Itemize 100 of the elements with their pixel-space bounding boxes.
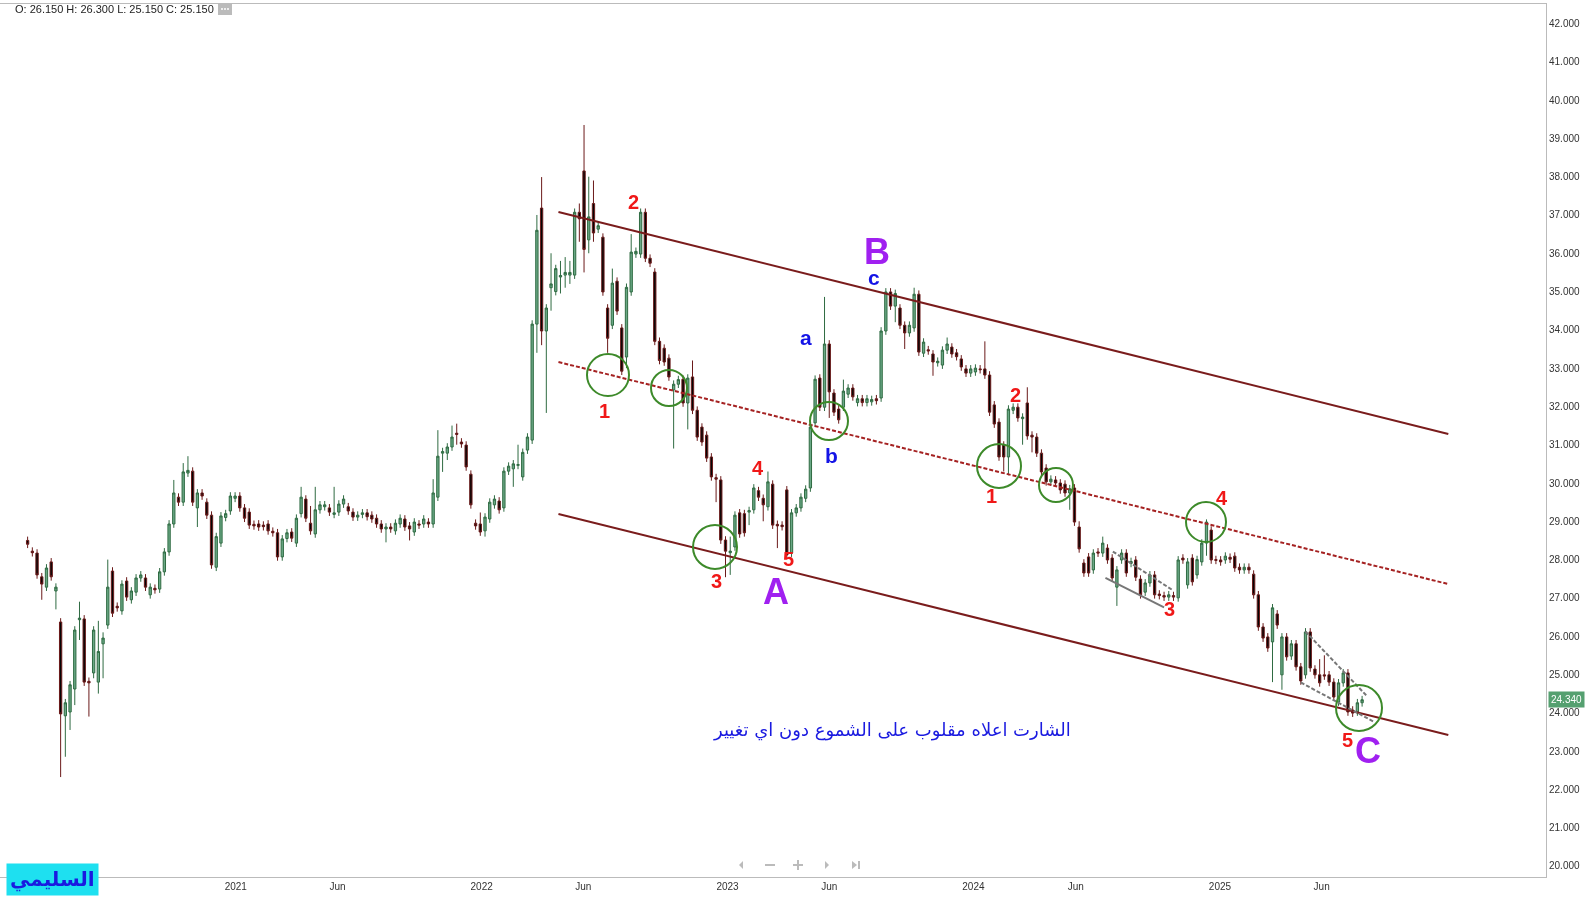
candlestick xyxy=(742,509,747,538)
candlestick xyxy=(1016,402,1020,423)
candlestick xyxy=(752,483,756,515)
candlestick xyxy=(1063,479,1067,498)
annotation: الشارت اعلاه مقلوب على الشموع دون اي تغيير xyxy=(713,719,1071,741)
annotation: b xyxy=(825,444,838,467)
candlestick xyxy=(1251,569,1256,600)
candlestick xyxy=(917,289,921,357)
candlestick xyxy=(841,379,846,412)
candlestick xyxy=(558,260,563,294)
annotation: 1 xyxy=(599,400,611,422)
y-tick-label: 25.000 xyxy=(1549,668,1581,680)
candlestick xyxy=(1086,552,1091,578)
candlestick xyxy=(426,517,431,529)
candlestick xyxy=(865,394,869,407)
candlestick xyxy=(158,567,162,594)
annotation: C xyxy=(1355,730,1381,771)
candlestick xyxy=(91,625,96,679)
x-tick-label: Jun xyxy=(821,881,838,892)
candlestick xyxy=(374,513,379,529)
candlestick xyxy=(422,514,426,529)
y-tick-label: 28.000 xyxy=(1549,554,1581,566)
candlestick xyxy=(290,527,294,543)
candlestick xyxy=(120,579,124,616)
candlestick xyxy=(1275,609,1279,630)
candlestick xyxy=(610,268,614,330)
y-tick-label: 29.000 xyxy=(1549,515,1581,527)
candlestick xyxy=(478,511,482,537)
annotation: السليمي xyxy=(10,867,95,892)
candlestick xyxy=(299,486,303,518)
candlestick xyxy=(25,536,30,549)
candlestick xyxy=(1124,548,1128,578)
candlestick xyxy=(1185,557,1190,590)
candlestick xyxy=(308,505,313,536)
candlestick xyxy=(761,493,765,522)
candlestick xyxy=(389,522,393,534)
x-tick-label: 2025 xyxy=(1208,881,1232,892)
x-tick-label: Jun xyxy=(329,881,346,892)
candlestick xyxy=(605,303,610,354)
candlestick xyxy=(101,631,105,679)
annotation: 5 xyxy=(783,548,795,570)
candlestick xyxy=(601,232,605,297)
candlestick xyxy=(969,364,973,378)
y-tick-label: 38.000 xyxy=(1549,171,1581,183)
candlestick xyxy=(1167,590,1171,602)
candlestick xyxy=(304,494,308,523)
candlestick xyxy=(931,349,935,377)
candlestick xyxy=(110,566,115,618)
candlestick xyxy=(921,337,926,358)
candlestick xyxy=(912,287,916,333)
candlestick xyxy=(1270,603,1275,683)
candlestick xyxy=(1068,484,1072,511)
annotation: 2 xyxy=(1010,384,1022,406)
candlestick xyxy=(959,354,963,372)
candlestick xyxy=(620,323,624,376)
candlestick xyxy=(469,469,473,510)
y-tick-label: 30.000 xyxy=(1549,477,1581,489)
x-tick-label: Jun xyxy=(1067,881,1084,892)
candlestick xyxy=(464,440,468,472)
x-tick-label: 2024 xyxy=(962,881,985,892)
y-tick-label: 34.000 xyxy=(1549,324,1581,336)
y-tick-label: 26.000 xyxy=(1549,630,1581,642)
candlestick xyxy=(143,573,148,592)
candlestick xyxy=(228,491,233,516)
candlestick xyxy=(1162,591,1166,602)
candlestick xyxy=(1303,627,1308,680)
annotation: 2 xyxy=(628,191,640,213)
annotation: 1 xyxy=(986,485,998,507)
candlestick xyxy=(191,466,195,507)
candlestick xyxy=(771,479,775,530)
candlestick xyxy=(539,176,544,346)
annotation: O: 26.150 H: 26.300 L: 25.150 C: 25.150 xyxy=(15,3,214,15)
candlestick xyxy=(973,363,978,377)
candlestick xyxy=(1101,536,1105,558)
candlestick xyxy=(738,508,742,539)
x-tick-label: 2022 xyxy=(470,881,494,892)
y-tick-label: 21.000 xyxy=(1549,822,1581,834)
y-tick-label: 20.000 xyxy=(1549,860,1581,872)
candlestick xyxy=(124,576,129,602)
annotation: 3 xyxy=(711,570,723,592)
candlestick xyxy=(1096,547,1100,558)
candlestick xyxy=(1134,555,1138,582)
y-tick-label: 32.000 xyxy=(1549,400,1581,412)
candlestick xyxy=(356,510,360,522)
y-tick-label: 41.000 xyxy=(1549,56,1581,68)
candlestick xyxy=(44,563,49,592)
candlestick xyxy=(950,342,954,359)
x-tick-label: Jun xyxy=(575,881,592,892)
candlestick xyxy=(412,517,416,537)
candlestick xyxy=(1223,551,1227,565)
candlestick xyxy=(153,583,157,595)
annotation: 24.340 xyxy=(1551,694,1583,705)
candlestick xyxy=(54,582,58,610)
candlestick xyxy=(747,506,751,526)
candlestick xyxy=(275,528,280,562)
candlestick xyxy=(775,520,780,549)
candlestick xyxy=(1020,412,1025,446)
candlestick xyxy=(200,488,204,501)
candlestick xyxy=(855,394,860,407)
candlestick xyxy=(582,124,586,273)
